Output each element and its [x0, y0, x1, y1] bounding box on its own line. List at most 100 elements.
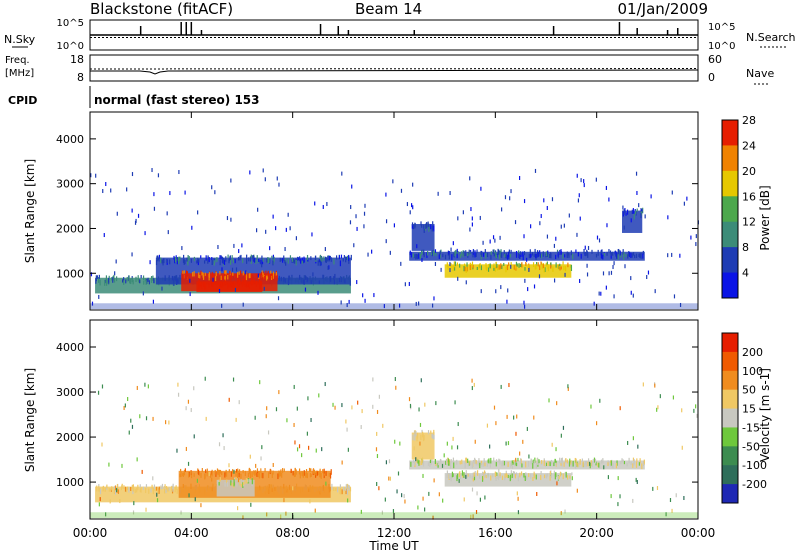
velocity-cell [437, 462, 439, 468]
colorbar-swatch [722, 427, 738, 447]
power-cell [527, 264, 529, 269]
power-cell [130, 278, 132, 285]
power-cell [237, 272, 239, 278]
power-cell [237, 281, 239, 287]
velocity-cell [294, 471, 296, 477]
velocity-cell [104, 487, 106, 492]
power-cell [497, 266, 499, 271]
power-cell [448, 251, 450, 255]
power-cell [625, 212, 627, 216]
power-cell [196, 260, 198, 264]
velocity-cell [345, 488, 347, 495]
power-cell [547, 266, 550, 272]
velocity-cell [568, 461, 571, 467]
power-ylabel: Slant Range [km] [23, 159, 37, 263]
velocity-cell [316, 471, 319, 476]
velocity-cell [248, 467, 250, 474]
power-cell [474, 250, 476, 256]
scatter-echo [458, 478, 460, 483]
power-cell [610, 254, 612, 259]
scatter-echo [577, 198, 580, 203]
velocity-cell [466, 473, 468, 479]
velocity-cell [158, 488, 160, 494]
x-tick-label: 08:00 [275, 526, 310, 540]
scatter-echo [690, 235, 692, 240]
power-cell [638, 253, 640, 258]
power-cell [271, 274, 273, 281]
scatter-echo [420, 378, 422, 383]
velocity-cell [271, 472, 273, 479]
power-cell [411, 224, 413, 229]
power-cell [271, 255, 273, 260]
power-cell [623, 252, 625, 256]
velocity-cell [641, 463, 643, 470]
scatter-echo [362, 293, 364, 298]
velocity-cell [453, 462, 455, 469]
scatter-echo [638, 203, 640, 208]
power-cell [208, 257, 210, 263]
scatter-echo [363, 211, 366, 216]
velocity-cell [96, 485, 98, 492]
velocity-cell [264, 468, 266, 473]
power-cell [498, 264, 500, 270]
velocity-cell [485, 475, 487, 479]
velocity-cell [125, 487, 127, 493]
power-cell [500, 249, 502, 255]
velocity-cell [486, 462, 488, 467]
velocity-cell [301, 471, 303, 475]
power-cell [321, 256, 323, 262]
scatter-echo [357, 400, 359, 405]
velocity-cell [182, 472, 184, 477]
velocity-cell [463, 471, 465, 478]
power-cell [211, 259, 213, 265]
velocity-region [409, 460, 645, 470]
velocity-cell [602, 458, 604, 464]
power-cell [244, 279, 246, 285]
power-cell [603, 253, 605, 257]
velocity-cell [464, 462, 466, 469]
power-cell [516, 263, 518, 267]
power-cell [174, 259, 176, 264]
velocity-cell [99, 488, 102, 495]
scatter-echo [508, 383, 510, 388]
scatter-echo [457, 216, 459, 221]
velocity-cell [512, 471, 515, 476]
scatter-echo [489, 239, 491, 244]
scatter-echo [515, 457, 517, 462]
power-cell [328, 255, 330, 260]
power-cell [242, 278, 244, 285]
scatter-echo [393, 223, 395, 228]
scatter-echo [108, 462, 110, 467]
power-cell [466, 266, 468, 272]
colorbar-swatch [722, 351, 738, 372]
power-cell [257, 259, 259, 263]
velocity-cell [515, 459, 517, 466]
velocity-cell [224, 481, 226, 487]
scatter-echo [608, 197, 610, 202]
power-cell [230, 276, 232, 281]
velocity-cell [134, 488, 136, 493]
colorbar-tick-label: 4 [742, 267, 749, 280]
velocity-cell [475, 460, 477, 464]
scatter-echo [259, 380, 261, 385]
velocity-cell [503, 460, 505, 466]
power-cell [270, 275, 273, 280]
velocity-cell [469, 474, 471, 479]
scatter-echo [599, 398, 601, 403]
power-cell [342, 258, 344, 262]
power-cell [153, 278, 155, 284]
velocity-cell [611, 462, 613, 468]
velocity-cell [309, 472, 311, 478]
power-cell [550, 265, 552, 269]
velocity-cell [484, 462, 486, 467]
power-cell [238, 281, 240, 288]
power-cell [482, 252, 485, 257]
power-cell [237, 279, 239, 284]
velocity-cell [446, 474, 448, 479]
velocity-cell [416, 435, 418, 442]
power-cell [464, 266, 466, 272]
scatter-echo [613, 261, 615, 266]
power-cell [224, 275, 226, 281]
